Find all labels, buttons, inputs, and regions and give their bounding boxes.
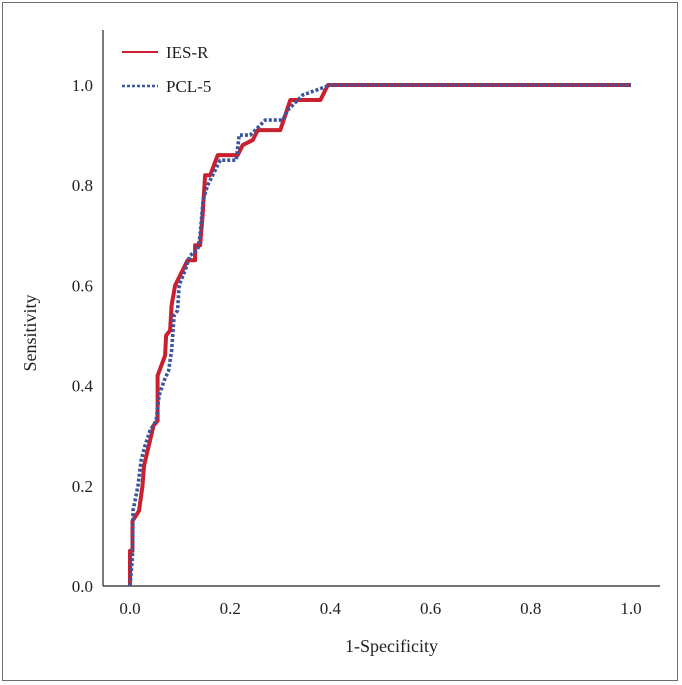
x-tick-label: 0.2 <box>220 599 241 618</box>
y-tick-label: 0.4 <box>72 377 94 396</box>
y-tick-label: 0.6 <box>72 276 93 295</box>
x-tick-label: 0.4 <box>320 599 342 618</box>
legend-label-ies-r: IES-R <box>166 43 209 62</box>
series-line-ies-r <box>128 83 631 586</box>
legend: IES-R PCL-5 <box>122 43 211 96</box>
legend-label-pcl-5: PCL-5 <box>166 77 211 96</box>
y-axis-title: Sensitivity <box>20 294 40 371</box>
y-tick-label: 0.8 <box>72 176 93 195</box>
y-tick-label: 0.2 <box>72 477 93 496</box>
x-tick-label: 0.6 <box>420 599 441 618</box>
x-tick-label: 1.0 <box>620 599 641 618</box>
y-tick-label: 0.0 <box>72 577 93 596</box>
x-tick-label: 0.8 <box>520 599 541 618</box>
series-line-pcl-5 <box>128 83 631 587</box>
x-tick-label: 0.0 <box>119 599 140 618</box>
y-tick-label: 1.0 <box>72 76 93 95</box>
x-axis-title: 1-Specificity <box>345 636 438 656</box>
